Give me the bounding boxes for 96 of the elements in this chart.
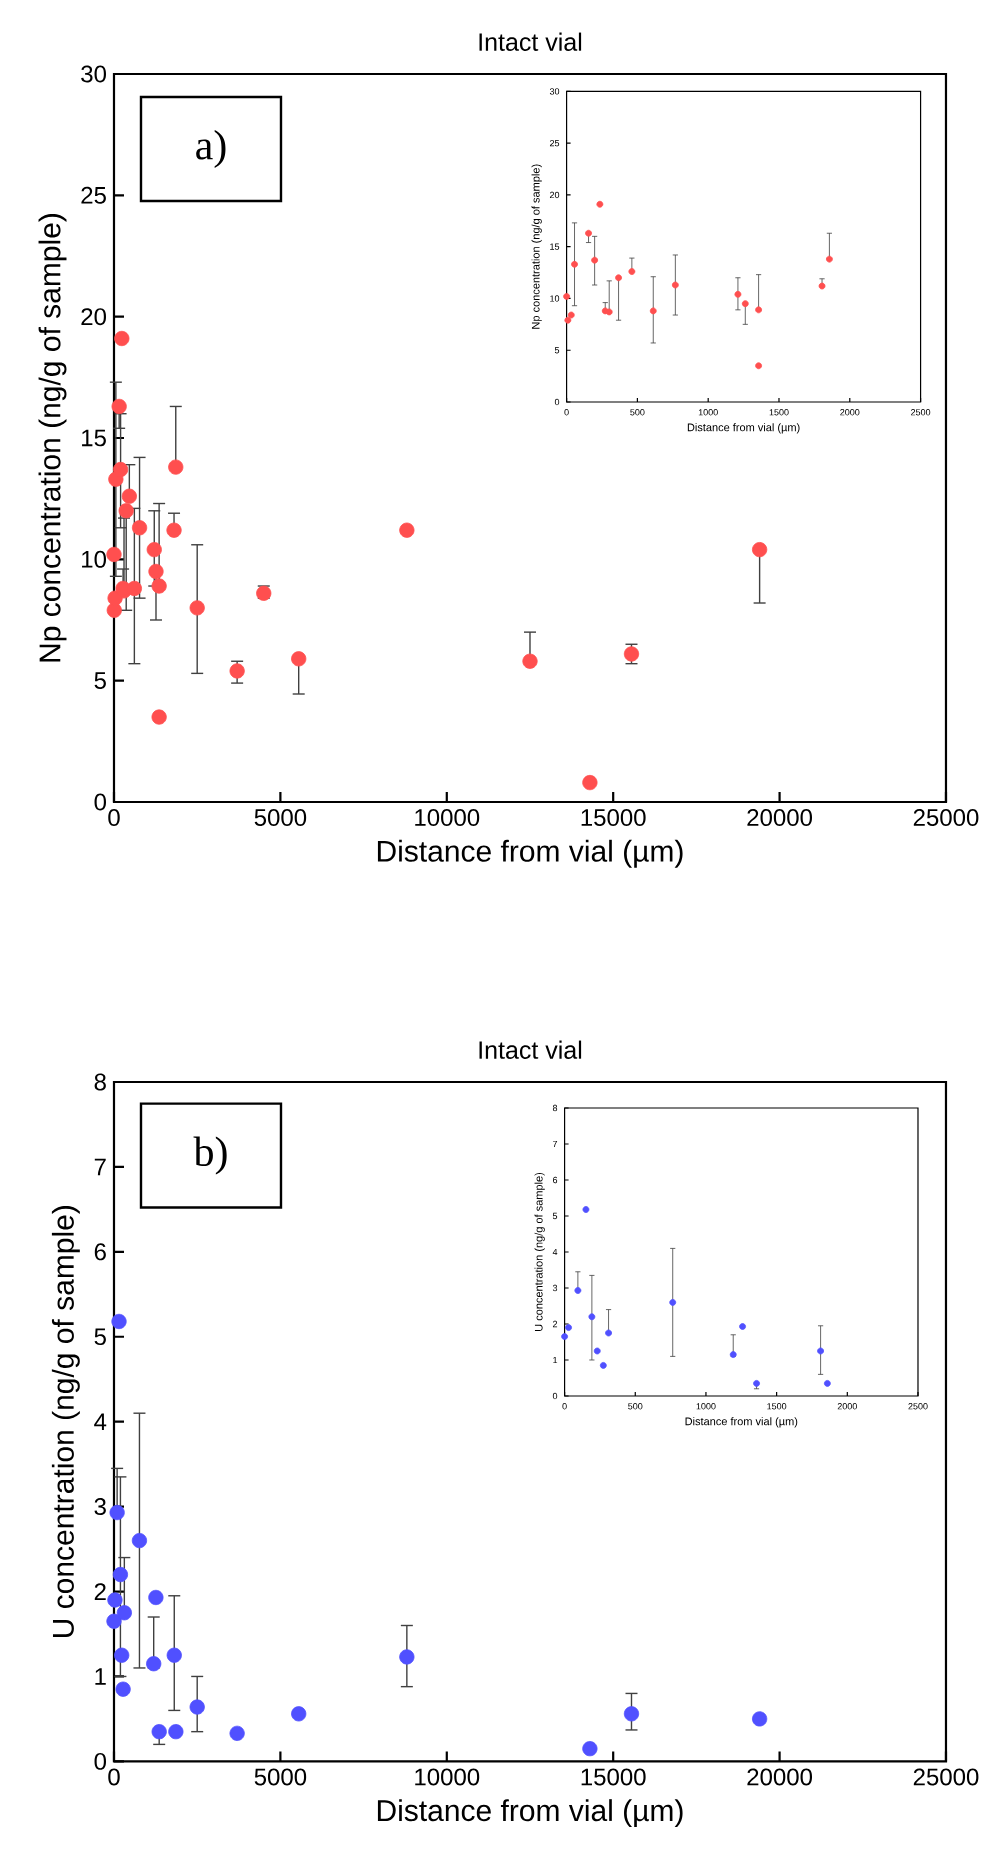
y-tick-label: 20 [81, 308, 106, 326]
point [596, 200, 604, 208]
point [168, 1724, 184, 1740]
y-tick-label: 0 [94, 793, 106, 811]
point [599, 1361, 607, 1369]
x-axis-title: Distance from vial (µm) [377, 1799, 683, 1828]
annotation: a) [196, 130, 226, 169]
x-tick-label: 5000 [254, 809, 307, 827]
point [148, 1589, 164, 1606]
point [588, 1313, 596, 1321]
point [166, 1647, 182, 1663]
y-tick-label: 2 [94, 1583, 106, 1600]
point [399, 1649, 415, 1665]
y-tick-label: 30 [81, 65, 106, 83]
point [563, 293, 570, 300]
point [291, 1706, 307, 1722]
point [564, 316, 572, 324]
point [112, 461, 129, 478]
point [817, 1347, 824, 1355]
point [126, 580, 142, 597]
point [582, 1206, 590, 1213]
x-tick-label: 0 [108, 1768, 120, 1786]
point [229, 663, 245, 679]
x-tick-label: 0 [108, 809, 120, 827]
point [571, 260, 578, 268]
point [582, 774, 598, 791]
y-tick-label: 8 [94, 1073, 106, 1091]
x-tick-label: 15000 [581, 1768, 646, 1786]
point [752, 1711, 768, 1727]
point [116, 1605, 132, 1621]
y-axis-title: U concentration (ng/g of sample) [51, 1206, 80, 1637]
point [106, 546, 122, 563]
point [669, 1298, 677, 1306]
y-tick-label: 0 [94, 1752, 106, 1770]
point [107, 1592, 123, 1608]
y-tick-label: 5 [94, 1328, 106, 1346]
annotation: b) [193, 1136, 227, 1175]
point [111, 1313, 127, 1330]
y-tick-label: 15 [82, 429, 106, 447]
point [131, 1532, 148, 1549]
point [114, 1647, 130, 1663]
y-tick-label: 6 [94, 1243, 106, 1261]
point [823, 1379, 831, 1387]
point [623, 1706, 640, 1722]
x-tick-label: 25000 [913, 1768, 979, 1786]
x-tick-label: 20000 [747, 809, 813, 827]
point [118, 503, 134, 519]
y-tick-label: 4 [94, 1413, 107, 1430]
chart-title: Intact vial [479, 1040, 582, 1059]
point [112, 1566, 129, 1583]
x-tick-label: 15000 [581, 809, 646, 827]
y-tick-label: 1 [95, 1668, 106, 1685]
point [189, 1699, 205, 1715]
point [671, 281, 679, 289]
point [229, 1725, 245, 1741]
point [189, 600, 205, 616]
point [739, 1323, 746, 1330]
point [114, 330, 130, 347]
y-tick-label: 5 [94, 672, 106, 690]
y-tick-label: 3 [94, 1498, 106, 1516]
point [582, 1741, 598, 1757]
y-tick-label: 7 [94, 1158, 106, 1176]
point [146, 542, 162, 558]
point [106, 1613, 122, 1629]
point [561, 1333, 568, 1340]
y-tick-label: 25 [81, 186, 106, 204]
point [522, 653, 538, 669]
point [131, 520, 148, 536]
x-tick-label: 20000 [747, 1768, 813, 1786]
point [148, 563, 164, 580]
x-axis-title: Distance from vial (µm) [377, 839, 683, 868]
point [649, 307, 657, 315]
point [291, 651, 307, 667]
point [111, 398, 127, 415]
chart-title: Intact vial [479, 32, 582, 51]
point [151, 1724, 167, 1740]
x-tick-label: 25000 [913, 809, 979, 827]
point [593, 1347, 601, 1355]
point [567, 311, 575, 319]
point [565, 1324, 572, 1331]
point [151, 709, 167, 725]
point [121, 488, 137, 504]
x-tick-label: 10000 [415, 809, 480, 827]
point [166, 522, 182, 538]
x-tick-label: 10000 [415, 1768, 480, 1786]
point [399, 522, 415, 538]
y-axis-title: Np concentration (ng/g of sample) [38, 213, 67, 662]
point [109, 1504, 125, 1521]
point [168, 459, 184, 475]
y-tick-label: 10 [82, 550, 106, 568]
point [591, 256, 599, 264]
point [755, 362, 762, 370]
point [752, 542, 768, 558]
point [115, 1681, 131, 1697]
point [734, 290, 742, 298]
x-tick-label: 5000 [254, 1768, 307, 1786]
